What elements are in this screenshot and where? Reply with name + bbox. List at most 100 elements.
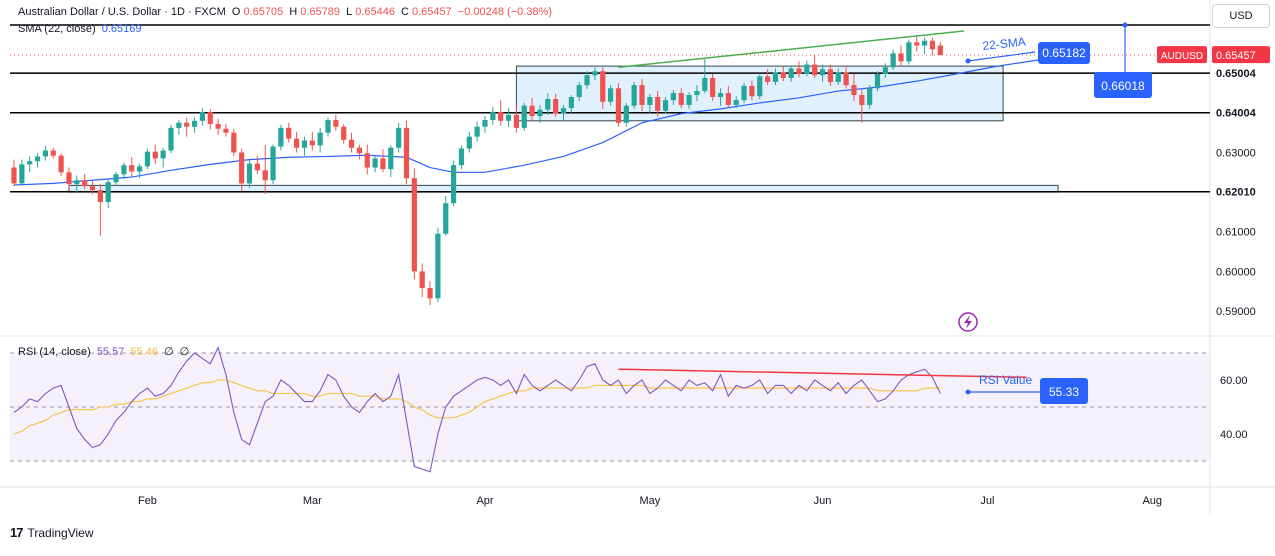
candle-body [309,140,315,146]
symbol-price-tag [1157,46,1207,64]
candle-body [521,105,527,128]
rsi-line [13,346,941,473]
time-axis-tick-label: May [639,495,660,507]
candle-body [254,163,260,171]
candle-body [262,170,268,181]
rsi-ma-value: 55.46 [130,346,158,358]
candle-body [608,88,614,102]
last-price-tag [1212,46,1270,64]
price-axis-tick-label: 0.59000 [1216,306,1256,318]
candle-body [859,95,865,105]
candle-body [231,132,237,153]
rsi-axis-tick-label: 60.00 [1220,375,1248,387]
candle-body [710,77,716,98]
candle-body [702,77,708,92]
currency-button[interactable]: USD [1212,4,1270,28]
candle-body [435,233,441,299]
candle-body [568,97,574,109]
rsi-badge [1040,378,1088,404]
tradingview-logo[interactable]: 17 TradingView [10,525,94,540]
candle-body [152,151,158,159]
candle-body [788,68,794,78]
candle-body [867,88,873,105]
candle-body [874,74,881,89]
open-label: O [231,6,241,18]
candle-body [686,95,692,105]
candle-body [678,93,684,105]
candle-body [27,161,33,165]
symbol-title[interactable]: Australian Dollar / U.S. Dollar · 1D · F… [18,6,226,18]
candle-body [655,97,661,111]
candle-body [184,122,190,127]
candle-body [545,98,551,110]
time-axis-tick-label: Feb [138,495,157,507]
candle-body [443,203,449,234]
candle-body [270,146,276,181]
candle-body [937,45,943,55]
candle-body [58,155,64,173]
rsi-null-2: ∅ [179,346,190,358]
candle-body [513,114,519,128]
rsi-legend[interactable]: RSI (14, close) 55.57 55.46 ∅ ∅ [18,345,192,358]
candle-body [89,186,96,191]
candle-body [176,122,182,128]
candle-body [301,140,308,148]
sma-legend[interactable]: SMA (22, close) 0.65169 [18,23,144,35]
candle-body [592,71,598,76]
candle-body [451,165,457,204]
candle-body [294,138,300,148]
tradingview-name: TradingView [27,525,94,540]
candle-body [922,40,928,46]
candle-body [498,112,504,121]
candle-body [631,85,637,106]
candle-body [42,150,48,157]
sma-annotation-dot [965,58,971,64]
candle-body [144,151,151,167]
candle-body [804,64,810,75]
candle-body [466,136,472,149]
candle-body [474,126,480,137]
price-axis-label-bg [1212,64,1270,83]
candle-body [333,119,339,127]
candle-body [325,119,331,133]
candle-body [317,132,323,146]
high-label: H [289,6,298,18]
candle-body [341,126,347,140]
candle-body [819,69,826,76]
candle-body [348,139,355,148]
candle-body [364,153,370,168]
candle-body [66,172,72,185]
candle-body [482,119,488,127]
candle-body [647,97,653,105]
sma-annotation-text: 22-SMA [982,35,1027,53]
change-value: −0.00248 (−0.38%) [457,6,552,18]
candle-body [121,165,127,175]
candle-body [97,190,103,203]
candle-body [105,182,111,203]
high-value: 0.65789 [300,6,340,18]
time-axis-tick-label: Apr [476,495,493,507]
candle-body [843,72,849,86]
candle-body [600,71,606,102]
last-price-tag-text: 0.65457 [1216,50,1256,62]
candle-body [662,100,669,111]
time-axis-tick-label: Jul [980,495,994,507]
candle-body [388,147,394,170]
candle-body [207,112,213,124]
candle-body [898,53,904,62]
candle-body [733,100,739,105]
candle-body [741,85,747,101]
price-axis-tick-label: 0.62010 [1216,187,1256,199]
candle-body [749,85,755,97]
symbol-price-tag-text: AUDUSD [1161,51,1203,62]
rising-trendline [618,30,964,69]
sma-badge [1038,42,1090,64]
candle-body [19,164,25,184]
candle-body [827,69,833,82]
candle-body [11,167,17,184]
price-axis-label-bg [1212,103,1270,122]
candle-body [906,42,912,62]
candle-body [929,40,936,50]
close-label: C [401,6,409,18]
